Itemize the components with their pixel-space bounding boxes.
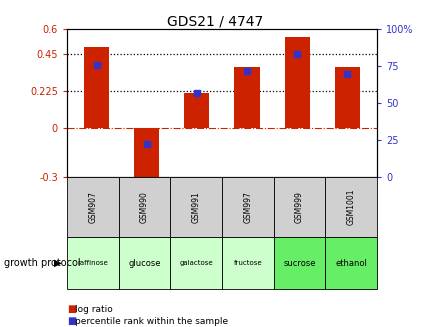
Text: GSM907: GSM907 — [88, 191, 97, 223]
Text: GSM999: GSM999 — [295, 191, 303, 223]
Text: sucrose: sucrose — [283, 259, 315, 268]
Text: log ratio: log ratio — [75, 304, 113, 314]
Text: glucose: glucose — [128, 259, 160, 268]
Text: GSM1001: GSM1001 — [346, 189, 355, 225]
Point — [243, 68, 250, 73]
Text: ethanol: ethanol — [335, 259, 366, 268]
Text: ■: ■ — [67, 316, 76, 326]
Bar — [134, 128, 159, 190]
Text: ▶: ▶ — [54, 258, 62, 268]
Text: ■: ■ — [67, 304, 76, 314]
Point — [343, 71, 350, 76]
Text: fructose: fructose — [233, 260, 261, 266]
Bar — [334, 67, 359, 128]
Bar — [234, 67, 259, 128]
Bar — [184, 93, 209, 128]
Text: GDS21 / 4747: GDS21 / 4747 — [167, 15, 263, 29]
Text: GSM991: GSM991 — [191, 191, 200, 223]
Text: growth protocol: growth protocol — [4, 258, 81, 268]
Bar — [84, 47, 109, 128]
Text: GSM990: GSM990 — [140, 191, 148, 223]
Text: raffinose: raffinose — [77, 260, 108, 266]
Point — [93, 62, 100, 67]
Point — [293, 52, 300, 57]
Text: percentile rank within the sample: percentile rank within the sample — [75, 317, 228, 326]
Point — [193, 90, 200, 95]
Bar — [284, 37, 309, 128]
Text: GSM997: GSM997 — [243, 191, 252, 223]
Text: galactose: galactose — [179, 260, 212, 266]
Point — [143, 142, 150, 147]
